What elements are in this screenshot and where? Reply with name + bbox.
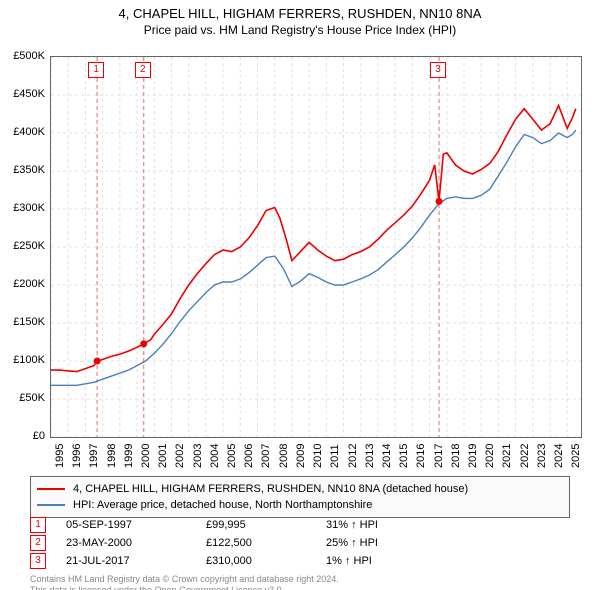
xtick-label: 2016 bbox=[415, 444, 427, 468]
sale-delta: 1% ↑ HPI bbox=[326, 555, 372, 567]
xtick-label: 1998 bbox=[106, 444, 118, 468]
xtick-label: 2007 bbox=[260, 444, 272, 468]
sale-price: £122,500 bbox=[206, 537, 326, 549]
chart-container: 4, CHAPEL HILL, HIGHAM FERRERS, RUSHDEN,… bbox=[0, 6, 600, 590]
xtick-label: 2018 bbox=[450, 444, 462, 468]
xtick-label: 2010 bbox=[312, 444, 324, 468]
sale-marker-3: 3 bbox=[30, 553, 46, 569]
attribution-footer: Contains HM Land Registry data © Crown c… bbox=[30, 574, 570, 590]
ytick-label: £250K bbox=[13, 240, 45, 252]
xtick-label: 2021 bbox=[501, 444, 513, 468]
sale-marker-1: 1 bbox=[30, 517, 46, 533]
xtick-label: 2015 bbox=[398, 444, 410, 468]
xtick-label: 2006 bbox=[243, 444, 255, 468]
xtick-label: 2020 bbox=[484, 444, 496, 468]
sale-row: 2 23-MAY-2000 £122,500 25% ↑ HPI bbox=[30, 534, 570, 552]
ytick-label: £150K bbox=[13, 316, 45, 328]
sale-marker-2: 2 bbox=[30, 535, 46, 551]
plot-area bbox=[50, 56, 582, 438]
xtick-label: 2014 bbox=[381, 444, 393, 468]
sale-row: 1 05-SEP-1997 £99,995 31% ↑ HPI bbox=[30, 516, 570, 534]
sale-delta: 25% ↑ HPI bbox=[326, 537, 378, 549]
ytick-label: £400K bbox=[13, 126, 45, 138]
ytick-label: £200K bbox=[13, 278, 45, 290]
xtick-label: 2024 bbox=[553, 444, 565, 468]
xtick-label: 2025 bbox=[570, 444, 582, 468]
chart-subtitle: Price paid vs. HM Land Registry's House … bbox=[0, 23, 600, 37]
ytick-label: £300K bbox=[13, 202, 45, 214]
legend-item-hpi: HPI: Average price, detached house, Nort… bbox=[37, 497, 563, 513]
sale-row: 3 21-JUL-2017 £310,000 1% ↑ HPI bbox=[30, 552, 570, 570]
legend-label-subject: 4, CHAPEL HILL, HIGHAM FERRERS, RUSHDEN,… bbox=[73, 483, 468, 495]
footer-line-1: Contains HM Land Registry data © Crown c… bbox=[30, 574, 570, 585]
sale-date: 23-MAY-2000 bbox=[66, 537, 206, 549]
xtick-label: 2012 bbox=[347, 444, 359, 468]
xtick-label: 2017 bbox=[433, 444, 445, 468]
xtick-label: 2003 bbox=[192, 444, 204, 468]
xtick-label: 2013 bbox=[364, 444, 376, 468]
xtick-label: 2004 bbox=[209, 444, 221, 468]
ytick-label: £350K bbox=[13, 164, 45, 176]
xtick-label: 2023 bbox=[536, 444, 548, 468]
xtick-label: 2005 bbox=[226, 444, 238, 468]
xtick-label: 2002 bbox=[174, 444, 186, 468]
sale-delta: 31% ↑ HPI bbox=[326, 519, 378, 531]
ytick-label: £0 bbox=[33, 430, 45, 442]
sale-price: £99,995 bbox=[206, 519, 326, 531]
xtick-label: 1997 bbox=[88, 444, 100, 468]
sale-marker-box: 3 bbox=[430, 62, 446, 78]
xtick-label: 2019 bbox=[467, 444, 479, 468]
legend-swatch-hpi bbox=[37, 504, 65, 506]
footer-line-2: This data is licensed under the Open Gov… bbox=[30, 585, 570, 590]
sale-marker-box: 1 bbox=[88, 62, 104, 78]
xtick-label: 2008 bbox=[278, 444, 290, 468]
xtick-label: 2001 bbox=[157, 444, 169, 468]
xtick-label: 2000 bbox=[140, 444, 152, 468]
sales-table: 1 05-SEP-1997 £99,995 31% ↑ HPI 2 23-MAY… bbox=[30, 516, 570, 570]
plot-svg bbox=[51, 57, 581, 437]
ytick-label: £100K bbox=[13, 354, 45, 366]
xtick-label: 1996 bbox=[71, 444, 83, 468]
xtick-label: 1995 bbox=[54, 444, 66, 468]
sale-price: £310,000 bbox=[206, 555, 326, 567]
legend-label-hpi: HPI: Average price, detached house, Nort… bbox=[73, 499, 372, 511]
legend-item-subject: 4, CHAPEL HILL, HIGHAM FERRERS, RUSHDEN,… bbox=[37, 481, 563, 497]
chart-title: 4, CHAPEL HILL, HIGHAM FERRERS, RUSHDEN,… bbox=[0, 6, 600, 21]
sale-marker-box: 2 bbox=[135, 62, 151, 78]
xtick-label: 1999 bbox=[123, 444, 135, 468]
sale-date: 21-JUL-2017 bbox=[66, 555, 206, 567]
ytick-label: £500K bbox=[13, 50, 45, 62]
xtick-label: 2022 bbox=[519, 444, 531, 468]
ytick-label: £50K bbox=[19, 392, 45, 404]
sale-date: 05-SEP-1997 bbox=[66, 519, 206, 531]
legend-swatch-subject bbox=[37, 488, 65, 490]
xtick-label: 2011 bbox=[329, 444, 341, 468]
xtick-label: 2009 bbox=[295, 444, 307, 468]
ytick-label: £450K bbox=[13, 88, 45, 100]
legend: 4, CHAPEL HILL, HIGHAM FERRERS, RUSHDEN,… bbox=[30, 476, 570, 518]
